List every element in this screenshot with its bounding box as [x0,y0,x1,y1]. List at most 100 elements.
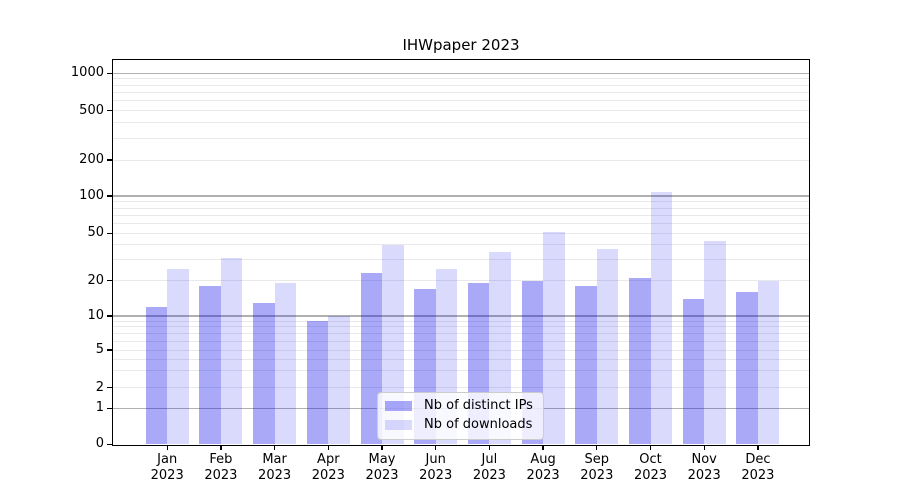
bar-distinct-ips-oct-2023 [629,278,651,445]
y-gridline-minor [113,387,809,388]
y-gridline-minor [113,201,809,203]
x-tick-month: Aug [530,452,556,467]
legend-item: Nb of distinct IPs [385,398,533,414]
x-tick-year: 2023 [150,467,184,483]
x-tick-year: 2023 [580,467,614,483]
y-tick-label: 500 [79,102,104,118]
bar-downloads-aug-2023 [543,232,565,445]
bar-downloads-dec-2023 [757,280,780,445]
x-tick-mark [703,445,705,451]
x-tick-year: 2023 [311,467,345,483]
y-gridline-minor [113,370,809,372]
y-gridline-minor [113,92,809,94]
y-tick-label: 0 [95,436,104,452]
y-tick-label: 200 [79,152,104,167]
x-tick-month: Jul [481,452,498,467]
y-tick-label: 1000 [70,65,104,81]
x-tick-label: Jun 2023 [404,452,468,483]
y-gridline-major [113,72,809,74]
y-gridline-minor [113,340,809,342]
y-gridline-minor [113,332,809,334]
y-tick-label: 20 [87,272,104,288]
x-tick-mark [166,445,168,451]
y-gridline-minor [113,122,809,124]
y-tick-mark [107,443,112,445]
x-tick-month: Apr [317,452,340,467]
legend: Nb of distinct IPs Nb of downloads [377,392,544,440]
x-tick-mark [381,445,383,451]
y-tick-label: 100 [79,188,104,203]
x-tick-label: Oct 2023 [619,452,683,483]
y-gridline-minor [113,222,809,224]
x-tick-year: 2023 [472,467,506,483]
x-tick-label: Mar 2023 [243,452,307,483]
x-tick-month: Nov [691,452,717,467]
x-tick-mark [757,445,759,451]
x-tick-year: 2023 [741,467,775,483]
bar-distinct-ips-may-2023 [360,273,382,445]
bar-downloads-apr-2023 [328,316,350,445]
bar-downloads-feb-2023 [220,258,243,445]
x-tick-month: Oct [639,452,662,467]
bar-distinct-ips-jan-2023 [145,306,168,445]
y-gridline-minor [113,349,809,351]
x-tick-label: Nov 2023 [672,452,736,483]
y-tick-mark [107,195,112,197]
legend-item: Nb of downloads [385,417,533,433]
x-tick-mark [435,445,437,451]
y-tick-mark [107,72,112,74]
y-gridline-minor [113,358,809,360]
x-tick-mark [273,445,276,451]
x-tick-mark [596,445,598,451]
x-tick-year: 2023 [258,467,292,483]
bar-distinct-ips-feb-2023 [199,286,221,445]
x-tick-month: Jun [425,452,446,467]
plot-area [113,60,809,445]
bar-distinct-ips-dec-2023 [736,292,758,445]
x-tick-month: Mar [262,452,287,467]
y-gridline-minor [113,137,809,139]
x-tick-year: 2023 [633,467,668,483]
y-tick-label: 10 [87,308,104,323]
x-tick-month: May [368,452,396,467]
y-tick-mark [107,386,112,389]
y-gridline-minor [113,232,809,234]
y-gridline-minor [113,280,809,282]
bar-distinct-ips-nov-2023 [682,298,705,445]
x-tick-month: Dec [745,452,771,467]
y-tick-mark [107,232,112,234]
x-tick-month: Jan [157,452,178,467]
x-tick-label: Jan 2023 [135,452,199,483]
bar-downloads-sep-2023 [596,248,619,445]
downloads-swatch [385,419,412,431]
y-tick-label: 50 [87,225,104,241]
y-gridline-minor [113,159,809,161]
legend-label: Nb of distinct IPs [424,398,533,413]
x-tick-year: 2023 [419,467,453,483]
y-gridline-minor [113,78,809,80]
y-gridline-minor [113,320,809,322]
x-tick-mark [542,445,544,451]
y-gridline-minor [113,244,809,246]
x-tick-year: 2023 [204,467,238,483]
bar-downloads-oct-2023 [650,192,672,445]
y-gridline-minor [113,84,809,86]
y-tick-label: 2 [95,379,104,395]
bar-downloads-nov-2023 [704,241,726,445]
y-gridline-minor [113,207,809,209]
y-tick-mark [107,280,112,282]
x-tick-year: 2023 [687,467,721,483]
y-gridline-minor [113,100,809,102]
x-tick-label: Feb 2023 [189,452,253,483]
x-tick-label: Dec 2023 [726,452,790,483]
y-gridline-minor [113,326,809,328]
x-tick-mark [220,445,222,451]
y-tick-mark [107,159,112,161]
x-tick-month: Sep [584,452,610,467]
x-tick-mark [327,445,329,451]
x-tick-mark [488,445,491,451]
y-tick-label: 1 [95,400,104,416]
bar-distinct-ips-sep-2023 [575,286,597,445]
distinct-ips-swatch [385,400,412,412]
y-tick-mark [107,407,112,409]
